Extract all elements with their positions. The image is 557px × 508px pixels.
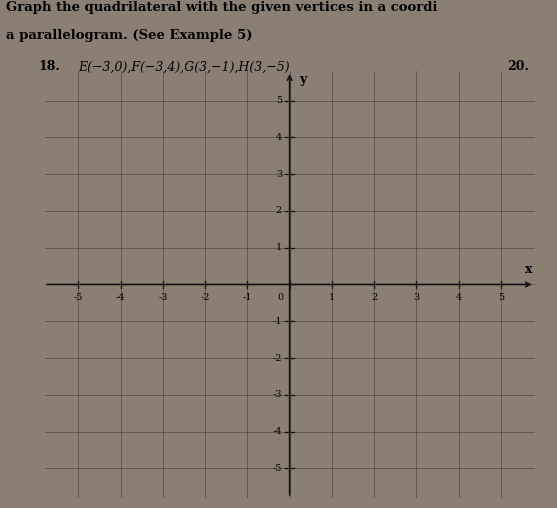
Text: E(−3,0),F(−3,4),G(3,−1),H(3,−5): E(−3,0),F(−3,4),G(3,−1),H(3,−5)	[78, 60, 290, 73]
Text: y: y	[299, 73, 306, 86]
Text: Graph the quadrilateral with the given vertices in a coordi: Graph the quadrilateral with the given v…	[6, 2, 437, 14]
Text: -3: -3	[272, 390, 282, 399]
Text: -1: -1	[243, 293, 252, 302]
Text: 4: 4	[456, 293, 462, 302]
Text: 5: 5	[276, 96, 282, 105]
Text: 2: 2	[371, 293, 377, 302]
Text: 2: 2	[276, 206, 282, 215]
Text: -5: -5	[273, 464, 282, 473]
Text: -3: -3	[158, 293, 168, 302]
Text: -4: -4	[272, 427, 282, 436]
Text: -2: -2	[201, 293, 210, 302]
Text: -4: -4	[116, 293, 125, 302]
Text: 18.: 18.	[39, 60, 61, 73]
Text: 4: 4	[276, 133, 282, 142]
Text: 3: 3	[276, 170, 282, 179]
Text: x: x	[525, 263, 532, 276]
Text: 0: 0	[277, 293, 284, 302]
Text: 1: 1	[276, 243, 282, 252]
Text: a parallelogram. (See Example 5): a parallelogram. (See Example 5)	[6, 29, 252, 42]
Text: -5: -5	[74, 293, 83, 302]
Text: 5: 5	[498, 293, 504, 302]
Text: 20.: 20.	[507, 60, 529, 73]
Text: 1: 1	[329, 293, 335, 302]
Text: -1: -1	[272, 317, 282, 326]
Text: 3: 3	[413, 293, 419, 302]
Text: -2: -2	[272, 354, 282, 363]
